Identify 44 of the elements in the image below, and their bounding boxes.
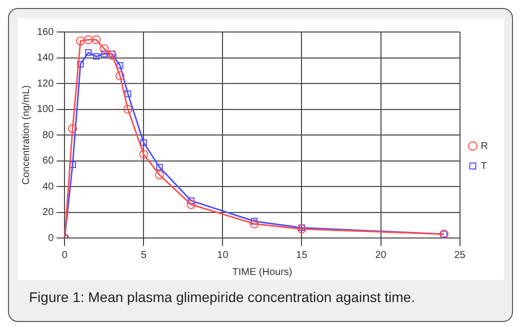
point (123, 104, 132, 114)
point (186, 200, 196, 210)
point (250, 219, 259, 228)
point (155, 170, 164, 180)
y-tick-label: 80 (42, 130, 54, 141)
legend-label: R (480, 140, 488, 152)
point (77, 60, 84, 68)
point (76, 36, 85, 46)
x-tick-label: 15 (296, 250, 308, 261)
point (116, 62, 124, 69)
point (100, 44, 109, 54)
point (108, 50, 117, 60)
x-tick-label: 20 (375, 250, 387, 261)
x-tick-label: 25 (454, 250, 466, 261)
y-tick-label: 0 (48, 232, 54, 244)
point (188, 197, 194, 204)
y-tick-label: 20 (42, 207, 54, 218)
point (108, 50, 116, 58)
point (140, 139, 148, 146)
x-axis-title: TIME (Hours) (232, 266, 292, 278)
point (124, 90, 132, 98)
point (69, 161, 76, 168)
point (156, 164, 163, 171)
y-tick-label: 160 (36, 26, 54, 38)
point (84, 35, 93, 44)
x-tick-label: 0 (62, 250, 68, 261)
point (68, 124, 78, 134)
point (251, 218, 258, 225)
y-tick-label: 40 (42, 181, 54, 192)
point (85, 49, 92, 56)
x-tick-label: 10 (217, 250, 229, 261)
y-tick-label: 60 (42, 156, 54, 166)
y-tick-label: 140 (36, 52, 54, 64)
point (92, 53, 100, 60)
legend-label: T (480, 160, 487, 172)
y-tick-label: 120 (36, 78, 54, 90)
point (139, 150, 148, 159)
point (92, 35, 101, 44)
y-axis-title: Concentration (ng/mL) (20, 85, 32, 185)
text: Figure 1: Mean plasma glimepiride concentration against time. (29, 289, 415, 305)
point (100, 50, 108, 58)
y-tick-label: 100 (36, 104, 54, 115)
x-tick-label: 5 (140, 250, 147, 261)
point (116, 71, 124, 80)
